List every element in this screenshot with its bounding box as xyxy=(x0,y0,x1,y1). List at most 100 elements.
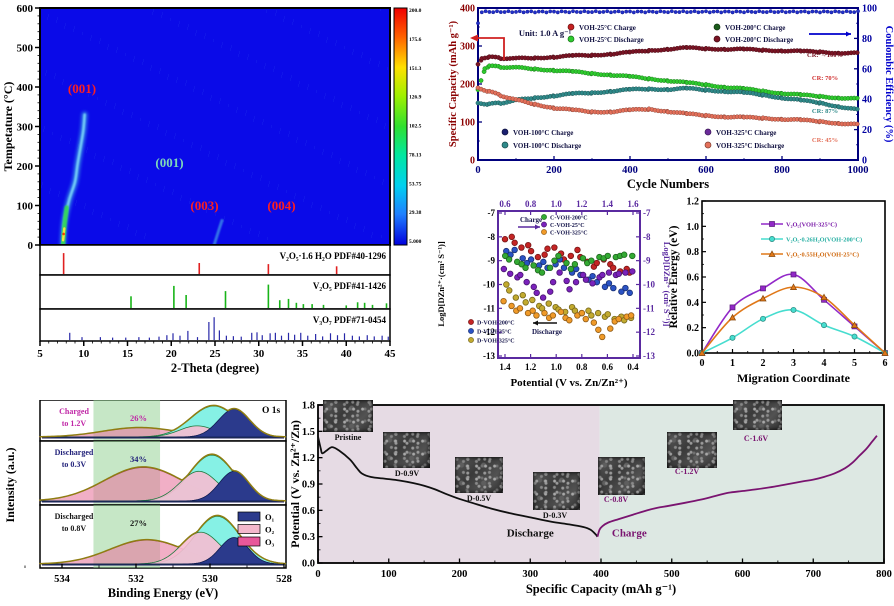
noise xyxy=(114,106,115,109)
ce-point xyxy=(552,9,556,14)
legend-swatch xyxy=(237,524,261,534)
y-right-axis-title: LogD[DZn²⁺ (cm² S⁻¹)] xyxy=(662,242,670,327)
ce-point xyxy=(578,10,583,15)
ce-point xyxy=(726,9,731,14)
gitt-point xyxy=(529,307,536,314)
left-axis-arrow xyxy=(475,37,505,60)
noise xyxy=(185,83,186,86)
noise xyxy=(92,212,93,215)
sem-label: D-0.9V xyxy=(395,469,419,478)
gitt-point xyxy=(519,255,526,262)
gitt-point xyxy=(578,309,586,317)
x-tick-label: 15 xyxy=(122,348,134,360)
sem-inset-d-0-3v xyxy=(533,472,580,510)
series-marker xyxy=(760,285,766,292)
peak-label: (001) xyxy=(68,81,96,96)
panel-gitt: 1.4 0.6 1.2 0.8 1.0 1.0 0.8 1.2 0.6 1.4 0.4 1.6 -7 -7… xyxy=(430,196,670,408)
noise xyxy=(232,222,233,225)
noise xyxy=(112,162,113,165)
x-top-tick-label: 0.8 xyxy=(525,199,537,209)
discharge-curve xyxy=(317,436,599,538)
x-bottom-tick-label: 1.4 xyxy=(499,362,511,372)
x-bottom-tick-label: 1.2 xyxy=(525,362,537,372)
x-tick-label: 800 xyxy=(876,569,892,580)
ce-point xyxy=(540,9,545,14)
noise xyxy=(138,174,139,177)
gitt-point xyxy=(502,252,509,260)
sem-label: D-0.3V xyxy=(543,511,567,520)
ce-point xyxy=(662,9,667,14)
curve-label: Charge xyxy=(612,528,647,540)
gitt-point xyxy=(557,308,565,316)
noise xyxy=(113,159,114,162)
noise xyxy=(162,12,163,15)
ref-pattern-box xyxy=(39,308,391,342)
colorbar-tick-label: 200.0 xyxy=(409,8,422,14)
gitt-point xyxy=(599,271,606,279)
noise xyxy=(49,191,50,194)
noise xyxy=(305,143,306,146)
ref-pattern-box xyxy=(39,244,391,276)
series-marker xyxy=(821,322,827,329)
noise xyxy=(347,217,348,220)
ce-point xyxy=(840,10,845,15)
y-axis-title: Tempetature (°C) xyxy=(1,82,15,172)
percent-label: 34% xyxy=(130,454,147,464)
ce-point xyxy=(567,10,572,15)
y-right-tick-label: -9 xyxy=(643,256,651,266)
noise xyxy=(47,17,48,20)
ce-point xyxy=(734,9,739,14)
series-marker xyxy=(768,250,776,257)
gitt-point xyxy=(522,299,529,306)
noise xyxy=(374,176,375,179)
noise xyxy=(151,65,152,68)
legend-label: VOH-100°C Discharge xyxy=(513,142,581,150)
y-right-axis-title: Coulombic Efficiency (%) xyxy=(883,26,894,143)
ce-point xyxy=(723,9,727,14)
x-bottom-tick-label: 0.4 xyxy=(627,362,639,372)
noise xyxy=(384,126,385,129)
noise xyxy=(332,152,333,155)
ce-point xyxy=(521,10,526,15)
noise xyxy=(203,89,204,92)
noise xyxy=(88,94,89,97)
noise xyxy=(286,190,287,193)
ce-point xyxy=(609,10,613,15)
y-tick-label: 500 xyxy=(17,43,34,55)
noise xyxy=(333,99,334,102)
noise xyxy=(283,19,284,22)
noise xyxy=(148,124,149,127)
gitt-point xyxy=(549,312,557,319)
noise xyxy=(349,161,350,164)
gitt-point xyxy=(508,302,515,310)
noise xyxy=(210,98,211,101)
gitt-point xyxy=(551,257,558,264)
y-tick-label: 0.0 xyxy=(687,349,700,360)
ce-point xyxy=(730,10,735,15)
noise xyxy=(271,125,272,128)
ce-point xyxy=(544,10,549,15)
ce-point xyxy=(502,10,507,14)
panel-state-label: Discharged xyxy=(55,448,94,457)
panel-discharge-charge: 0 100 200 300 400 500 600 700 800 0.0 0.3 0.6 0.9 1.2… xyxy=(290,400,894,606)
noise xyxy=(296,140,297,143)
noise xyxy=(50,188,51,191)
x-tick-label: 200 xyxy=(546,165,562,176)
noise xyxy=(264,66,265,69)
x-tick-label: 45 xyxy=(385,348,397,360)
y-tick-label: 1.8 xyxy=(302,401,315,412)
legend-marker xyxy=(704,128,712,136)
gitt-point xyxy=(563,277,570,285)
y-right-tick-label: 0 xyxy=(862,156,867,167)
noise xyxy=(299,81,300,84)
noise xyxy=(379,61,380,64)
y-left-tick-label: 200 xyxy=(460,80,475,91)
colorbar-tick-label: 29.38 xyxy=(409,210,422,216)
noise xyxy=(90,38,91,41)
legend-marker xyxy=(713,23,721,31)
legend-label: D-VOH-25°C xyxy=(477,329,512,336)
y-tick-label: 1.5 xyxy=(302,427,315,438)
noise xyxy=(120,168,121,171)
noise xyxy=(159,71,160,74)
sem-inset-d-0-9v xyxy=(383,432,430,468)
